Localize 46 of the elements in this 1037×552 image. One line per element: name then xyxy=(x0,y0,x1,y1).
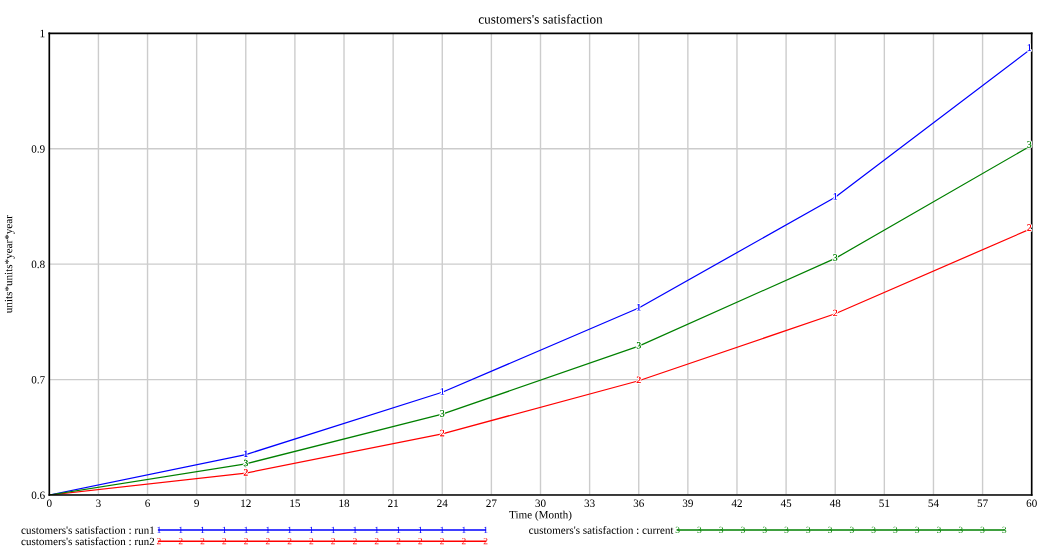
x-tick-label: 51 xyxy=(879,499,890,507)
x-tick-label: 57 xyxy=(977,499,988,507)
x-tick-label: 42 xyxy=(731,499,742,507)
chart-title: customers's satisfaction xyxy=(478,14,603,24)
annotation: 1 xyxy=(833,193,838,200)
annotation: 3 xyxy=(440,410,445,417)
annotation: 3 xyxy=(243,459,248,467)
annotation: 2 xyxy=(636,376,641,384)
x-tick-label: 45 xyxy=(780,499,792,507)
y-tick-label: 0.6 xyxy=(31,491,45,500)
legend-label: customers's satisfaction : run1 xyxy=(21,525,155,534)
x-tick-label: 48 xyxy=(829,499,841,507)
x-tick-label: 30 xyxy=(535,499,546,507)
annotation: 2 xyxy=(1027,224,1032,231)
annotation: 2 xyxy=(440,429,445,437)
y-axis-title: units*units*year*year xyxy=(4,215,15,314)
legend-label: customers's satisfaction : current xyxy=(529,525,674,534)
x-tick-label: 0 xyxy=(46,499,52,507)
annotation: 2 xyxy=(833,309,838,317)
annotation: 1 xyxy=(440,388,445,395)
x-tick-label: 36 xyxy=(633,499,644,507)
y-tick-label: 0.8 xyxy=(31,260,45,269)
x-tick-label: 15 xyxy=(290,499,301,507)
x-tick-label: 54 xyxy=(928,499,939,507)
legend-label: customers's satisfaction : run2 xyxy=(21,537,155,546)
x-tick-label: 39 xyxy=(682,499,693,507)
y-tick-label: 1 xyxy=(40,29,45,38)
annotation: 1 xyxy=(244,450,248,457)
annotation: 2 xyxy=(243,468,248,476)
x-tick-label: 21 xyxy=(388,499,399,507)
x-tick-label: 33 xyxy=(584,499,595,507)
x-tick-label: 12 xyxy=(241,499,251,507)
y-tick-label: 0.7 xyxy=(31,376,45,384)
x-tick-label: 18 xyxy=(339,499,350,507)
x-tick-label: 60 xyxy=(1026,499,1037,507)
annotation: 3 xyxy=(833,254,838,261)
x-tick-label: 27 xyxy=(486,499,497,507)
annotation: 3 xyxy=(636,342,641,349)
x-tick-label: 6 xyxy=(145,499,150,507)
x-tick-label: 9 xyxy=(194,499,199,507)
x-axis-title: Time (Month) xyxy=(509,510,572,521)
annotation: 1 xyxy=(637,303,641,311)
y-tick-label: 0.9 xyxy=(31,145,45,153)
annotation: 1 xyxy=(1027,44,1032,51)
x-tick-label: 24 xyxy=(437,499,448,507)
x-tick-label: 3 xyxy=(96,499,101,507)
